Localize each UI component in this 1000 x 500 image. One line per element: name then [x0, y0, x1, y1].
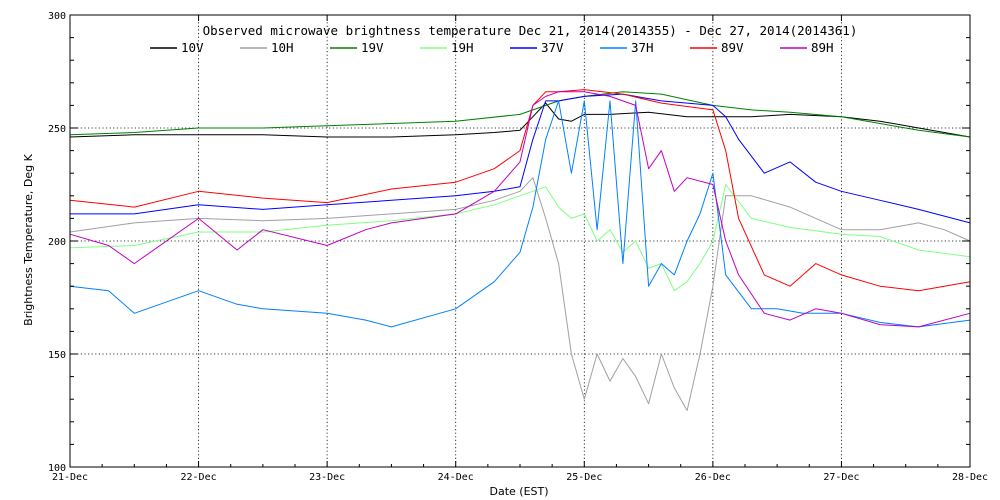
series-line-10h	[69, 177, 971, 411]
series-lines	[69, 89, 971, 411]
x-tick-label: 24-Dec	[438, 472, 474, 483]
series-line-37v	[70, 93, 971, 224]
chart-title: Observed microwave brightness temperatur…	[203, 23, 858, 38]
x-tick-label: 22-Dec	[181, 472, 217, 483]
legend-label-89v: 89V	[721, 40, 744, 55]
legend-label-19h: 19H	[451, 40, 474, 55]
y-tick-label: 200	[48, 237, 66, 248]
legend-label-37h: 37H	[631, 40, 654, 55]
legend-label-10h: 10H	[271, 40, 294, 55]
series-line-89h	[69, 91, 971, 328]
y-tick-label: 300	[48, 11, 66, 22]
legend-label-37v: 37V	[541, 40, 564, 55]
series-line-89v	[69, 89, 971, 292]
x-axis-label: Date (EST)	[489, 485, 548, 498]
series-line-19h	[69, 184, 971, 292]
grid-lines	[70, 15, 970, 467]
x-tick-label: 28-Dec	[952, 472, 988, 483]
axis-ticks: 21-Dec 22-Dec 23-Dec 24-Dec 25-Dec 26-Dec 27-D…	[48, 11, 988, 483]
legend: 10V 10H 19V 19H 37V 37H 89V 89H	[150, 40, 834, 55]
x-tick-label: 25-Dec	[566, 472, 602, 483]
x-tick-label: 27-Dec	[823, 472, 859, 483]
legend-label-89h: 89H	[811, 40, 834, 55]
legend-label-19v: 19V	[361, 40, 384, 55]
y-axis-label: Brightness Temperature, Deg K	[22, 153, 35, 325]
y-tick-label: 250	[48, 124, 66, 135]
series-line-10v	[69, 102, 971, 138]
y-tick-label: 100	[48, 463, 66, 474]
series-line-37h	[69, 100, 971, 328]
x-tick-label: 23-Dec	[309, 472, 345, 483]
x-tick-label: 21-Dec	[52, 472, 88, 483]
legend-label-10v: 10V	[181, 40, 204, 55]
y-tick-label: 150	[48, 350, 66, 361]
x-tick-label: 26-Dec	[695, 472, 731, 483]
